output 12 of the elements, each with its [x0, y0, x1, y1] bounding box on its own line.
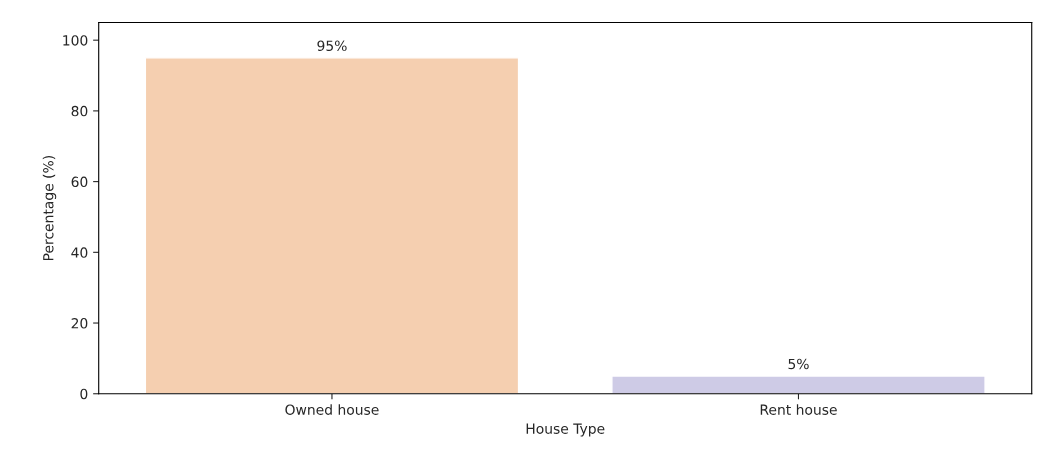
y-axis-title: Percentage (%) — [42, 156, 57, 261]
y-tick-label: 20 — [71, 318, 88, 329]
x-tick-label: Rent house — [760, 404, 837, 415]
data-label: 5% — [788, 358, 809, 370]
y-tick-label: 100 — [63, 35, 88, 46]
x-axis-title: House Type — [526, 423, 605, 437]
y-tick-label: 60 — [71, 176, 88, 188]
data-label: 95% — [317, 40, 347, 51]
y-tick-label: 80 — [71, 105, 88, 117]
x-tick-label: Owned house — [285, 404, 379, 415]
y-tick-label: 40 — [71, 247, 88, 258]
y-tick-label: 0 — [80, 388, 88, 400]
